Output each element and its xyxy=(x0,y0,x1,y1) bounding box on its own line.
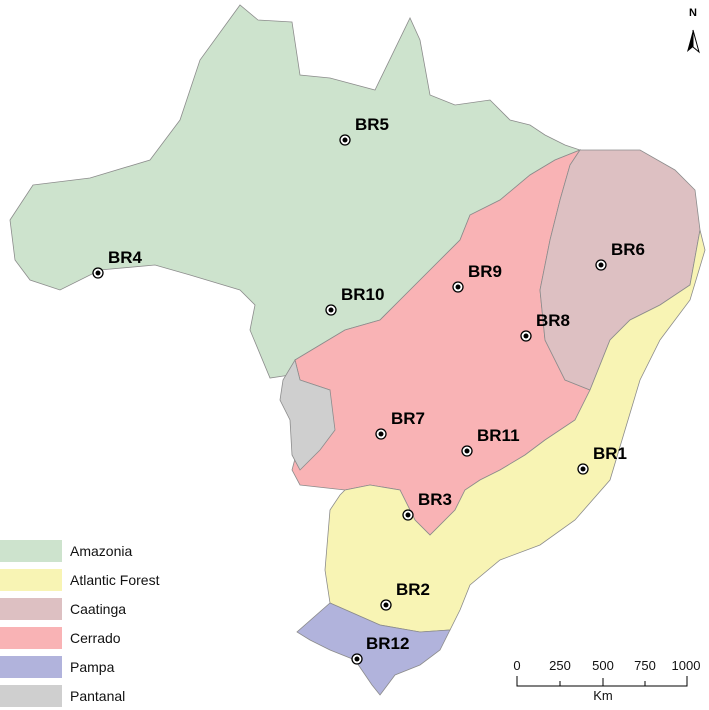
legend-label: Atlantic Forest xyxy=(70,571,160,588)
region-pampa xyxy=(296,602,451,696)
site-br7: BR7 xyxy=(375,409,425,440)
legend-item-pantanal: Pantanal xyxy=(0,681,160,710)
site-br10: BR10 xyxy=(325,285,384,316)
site-label: BR1 xyxy=(593,444,627,463)
scale-tick-label: 750 xyxy=(634,658,656,673)
site-br3: BR3 xyxy=(402,490,452,521)
region-atlantic-forest xyxy=(324,229,706,633)
legend-swatch xyxy=(0,568,62,591)
north-arrow-icon: N xyxy=(687,7,700,54)
site-br4: BR4 xyxy=(92,248,143,279)
legend-item-pampa: Pampa xyxy=(0,652,160,681)
legend-swatch xyxy=(0,626,62,649)
legend-label: Pantanal xyxy=(70,687,126,704)
legend-item-atlantic-forest: Atlantic Forest xyxy=(0,565,160,594)
legend-swatch xyxy=(0,655,62,678)
site-label: BR9 xyxy=(468,262,502,281)
legend: Amazonia Atlantic Forest Caatinga Cerrad… xyxy=(0,536,160,710)
site-br2: BR2 xyxy=(380,580,430,611)
site-label: BR3 xyxy=(418,490,452,509)
scale-unit: Km xyxy=(593,688,613,703)
legend-swatch xyxy=(0,539,62,562)
legend-label: Amazonia xyxy=(70,542,133,559)
region-pantanal xyxy=(279,358,336,471)
site-label: BR7 xyxy=(391,409,425,428)
legend-swatch xyxy=(0,597,62,620)
scale-tick-label: 1000 xyxy=(672,658,701,673)
site-label: BR10 xyxy=(341,285,384,304)
site-br11: BR11 xyxy=(461,426,520,457)
site-br9: BR9 xyxy=(452,262,502,293)
site-label: BR2 xyxy=(396,580,430,599)
site-label: BR11 xyxy=(477,426,520,445)
scale-bar: 0 250 500 750 1000 Km xyxy=(513,658,700,703)
legend-swatch xyxy=(0,684,62,707)
site-br1: BR1 xyxy=(577,444,627,475)
site-label: BR8 xyxy=(536,311,570,330)
site-label: BR5 xyxy=(355,115,389,134)
site-label: BR6 xyxy=(611,240,645,259)
site-br6: BR6 xyxy=(595,240,645,271)
site-br12: BR12 xyxy=(351,634,409,665)
scale-tick-label: 250 xyxy=(549,658,571,673)
legend-item-amazonia: Amazonia xyxy=(0,536,160,565)
legend-label: Pampa xyxy=(70,658,115,675)
legend-label: Caatinga xyxy=(70,600,127,617)
north-label: N xyxy=(689,7,697,19)
site-br8: BR8 xyxy=(520,311,570,342)
legend-item-cerrado: Cerrado xyxy=(0,623,160,652)
site-label: BR4 xyxy=(108,248,143,267)
scale-tick-label: 500 xyxy=(592,658,614,673)
site-br5: BR5 xyxy=(339,115,389,146)
legend-item-caatinga: Caatinga xyxy=(0,594,160,623)
legend-label: Cerrado xyxy=(70,629,121,646)
scale-tick-label: 0 xyxy=(513,658,520,673)
site-label: BR12 xyxy=(366,634,409,653)
